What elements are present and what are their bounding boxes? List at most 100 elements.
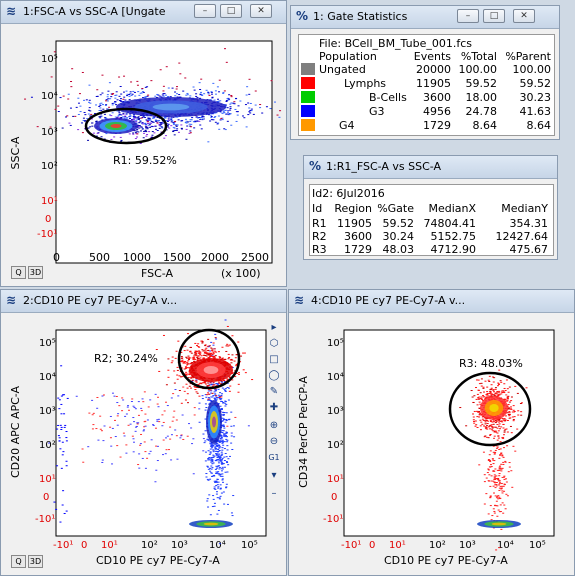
parent-value: 100.00 (512, 63, 552, 76)
plot-window-4[interactable]: ≋ 4:CD10 PE cy7 PE-Cy7-A v... 10⁵ 10⁴ 10… (288, 289, 575, 576)
region-statistics-window[interactable]: % 1:R1_FSC-A vs SSC-A Id2: 6Jul2016 Id R… (303, 155, 558, 260)
window-title: 1:R1_FSC-A vs SSC-A (326, 160, 442, 173)
color-swatch (301, 91, 315, 103)
color-swatch (301, 105, 315, 117)
x-tick: 2000 (201, 251, 229, 264)
y-tick: 10³ (39, 406, 56, 417)
color-swatch (301, 119, 315, 131)
plot-svg[interactable]: 10⁵ 10⁴ 10³ 10² 10¹ 0 -10¹ -10¹ 0 10¹ 10… (289, 312, 575, 576)
y-tick: 10¹ (327, 474, 344, 485)
file-name: File: BCell_BM_Tube_001.fcs (319, 37, 472, 50)
region-cell: R1 (312, 217, 327, 230)
events-value: 20000 (416, 63, 451, 76)
x-tick: 10⁴ (209, 540, 226, 551)
dropdown-icon[interactable]: ▾ (271, 470, 277, 481)
quick-stats-button[interactable]: Q (11, 555, 26, 568)
header-id: Id (312, 202, 323, 215)
region-cell: 4712.90 (430, 243, 477, 256)
y-tick: 0 (43, 492, 49, 503)
x-tick: 10² (429, 540, 446, 551)
y-ticks: 10⁵ 10⁴ 10³ 10² 10¹ 0 -10¹ (37, 54, 58, 240)
quick-stats-button[interactable]: Q (11, 266, 26, 279)
zoom-in-icon[interactable]: ⊕ (269, 420, 279, 431)
x-axis-label: FSC-A (141, 267, 174, 280)
gate-statistics-window[interactable]: % 1: Gate Statistics – □ ✕ File: BCell_B… (290, 5, 560, 140)
header-medianx: MedianX (428, 202, 476, 215)
header-total: %Total (460, 50, 497, 63)
x-tick: 10³ (459, 540, 476, 551)
plot-window-2[interactable]: ≋ 2:CD10 PE cy7 PE-Cy7-A v... 10⁵ 10⁴ 10… (0, 289, 287, 576)
x-axis-label: CD10 PE cy7 PE-Cy7-A (384, 554, 508, 567)
gate-r1 (84, 107, 168, 145)
events-value: 4956 (423, 105, 451, 118)
header-region: Region (334, 202, 372, 215)
x-tick: 10⁵ (241, 540, 258, 551)
gate-r3 (448, 371, 532, 447)
header-mediany: MedianY (501, 202, 548, 215)
maximize-button[interactable]: □ (220, 4, 242, 18)
title-bar[interactable]: ≋ 1:FSC-A vs SSC-A [Ungate – □ ✕ (1, 1, 286, 24)
pointer-tool-icon[interactable]: ▸ (271, 322, 277, 333)
x-tick: 10⁴ (497, 540, 514, 551)
population-name: B-Cells (369, 91, 407, 104)
ellipse-tool-icon[interactable]: ◯ (268, 370, 280, 381)
title-bar[interactable]: % 1:R1_FSC-A vs SSC-A (304, 156, 557, 179)
region-cell: R3 (312, 243, 327, 256)
gate-tool-icon[interactable]: G1 (268, 453, 280, 462)
title-bar[interactable]: ≋ 4:CD10 PE cy7 PE-Cy7-A v... (289, 290, 574, 313)
window-title: 1:FSC-A vs SSC-A [Ungate (23, 5, 166, 18)
plot-svg[interactable]: 10⁵ 10⁴ 10³ 10² 10¹ 0 -10¹ 0 500 1000 15… (1, 23, 287, 287)
x-tick: 10¹ (389, 540, 406, 551)
population-name: Lymphs (344, 77, 387, 90)
minimize-button[interactable]: – (457, 9, 479, 23)
y-tick: 10⁵ (327, 338, 344, 349)
x-ticks: 0 500 1000 1500 2000 2500 (53, 251, 269, 264)
region-cell: 5152.75 (430, 230, 477, 243)
close-button[interactable]: ✕ (250, 4, 272, 18)
x-tick: 10⁵ (529, 540, 546, 551)
y-tick: 10² (39, 440, 56, 451)
minimize-button[interactable]: – (194, 4, 216, 18)
rectangle-tool-icon[interactable]: □ (269, 354, 279, 365)
population-name: Ungated (319, 63, 366, 76)
parent-value: 41.63 (519, 105, 552, 118)
events-value: 3600 (423, 91, 451, 104)
y-tick: 0 (45, 214, 51, 225)
percent-icon: % (296, 9, 309, 23)
header-population: Population (319, 50, 377, 63)
window-title: 4:CD10 PE cy7 PE-Cy7-A v... (311, 294, 466, 307)
plot-window-1[interactable]: ≋ 1:FSC-A vs SSC-A [Ungate – □ ✕ 10⁵ 10⁴… (0, 0, 287, 287)
minus-icon[interactable]: – (271, 488, 277, 499)
3d-button[interactable]: 3D (28, 266, 43, 279)
region-cell: 475.67 (509, 243, 549, 256)
parent-value: 30.23 (519, 91, 552, 104)
zoom-out-icon[interactable]: ⊖ (269, 436, 279, 447)
region-cell: 354.31 (509, 217, 549, 230)
region-cell: 30.24 (382, 230, 415, 243)
region-cell: 3600 (344, 230, 372, 243)
color-swatch (301, 77, 315, 89)
plot-icon: ≋ (294, 293, 305, 307)
region-cell: 59.52 (382, 217, 415, 230)
maximize-button[interactable]: □ (483, 9, 505, 23)
x-tick: 1000 (123, 251, 151, 264)
x-tick: 10³ (171, 540, 188, 551)
title-bar[interactable]: % 1: Gate Statistics – □ ✕ (291, 6, 559, 29)
x-tick: 2500 (241, 251, 269, 264)
total-value: 59.52 (465, 77, 498, 90)
3d-button[interactable]: 3D (28, 555, 43, 568)
y-tick: 10⁵ (39, 338, 56, 349)
y-tick: 10⁵ (41, 54, 58, 65)
total-value: 100.00 (458, 63, 498, 76)
title-bar[interactable]: ≋ 2:CD10 PE cy7 PE-Cy7-A v... (1, 290, 286, 313)
gate-label: R1: 59.52% (113, 154, 177, 167)
quadrant-tool-icon[interactable]: ✚ (269, 402, 279, 413)
plot-svg[interactable]: 10⁵ 10⁴ 10³ 10² 10¹ 0 -10¹ -10¹ 0 10¹ 10… (1, 312, 287, 576)
region-stats-table: Id2: 6Jul2016 Id Region %Gate MedianX Me… (309, 184, 554, 256)
close-button[interactable]: ✕ (513, 9, 535, 23)
y-tick: 10⁴ (327, 372, 344, 383)
population-name: G3 (369, 105, 385, 118)
polygon-tool-icon[interactable]: ⬡ (269, 338, 279, 349)
freehand-tool-icon[interactable]: ✎ (269, 386, 279, 397)
y-tick: 10¹ (41, 196, 58, 207)
